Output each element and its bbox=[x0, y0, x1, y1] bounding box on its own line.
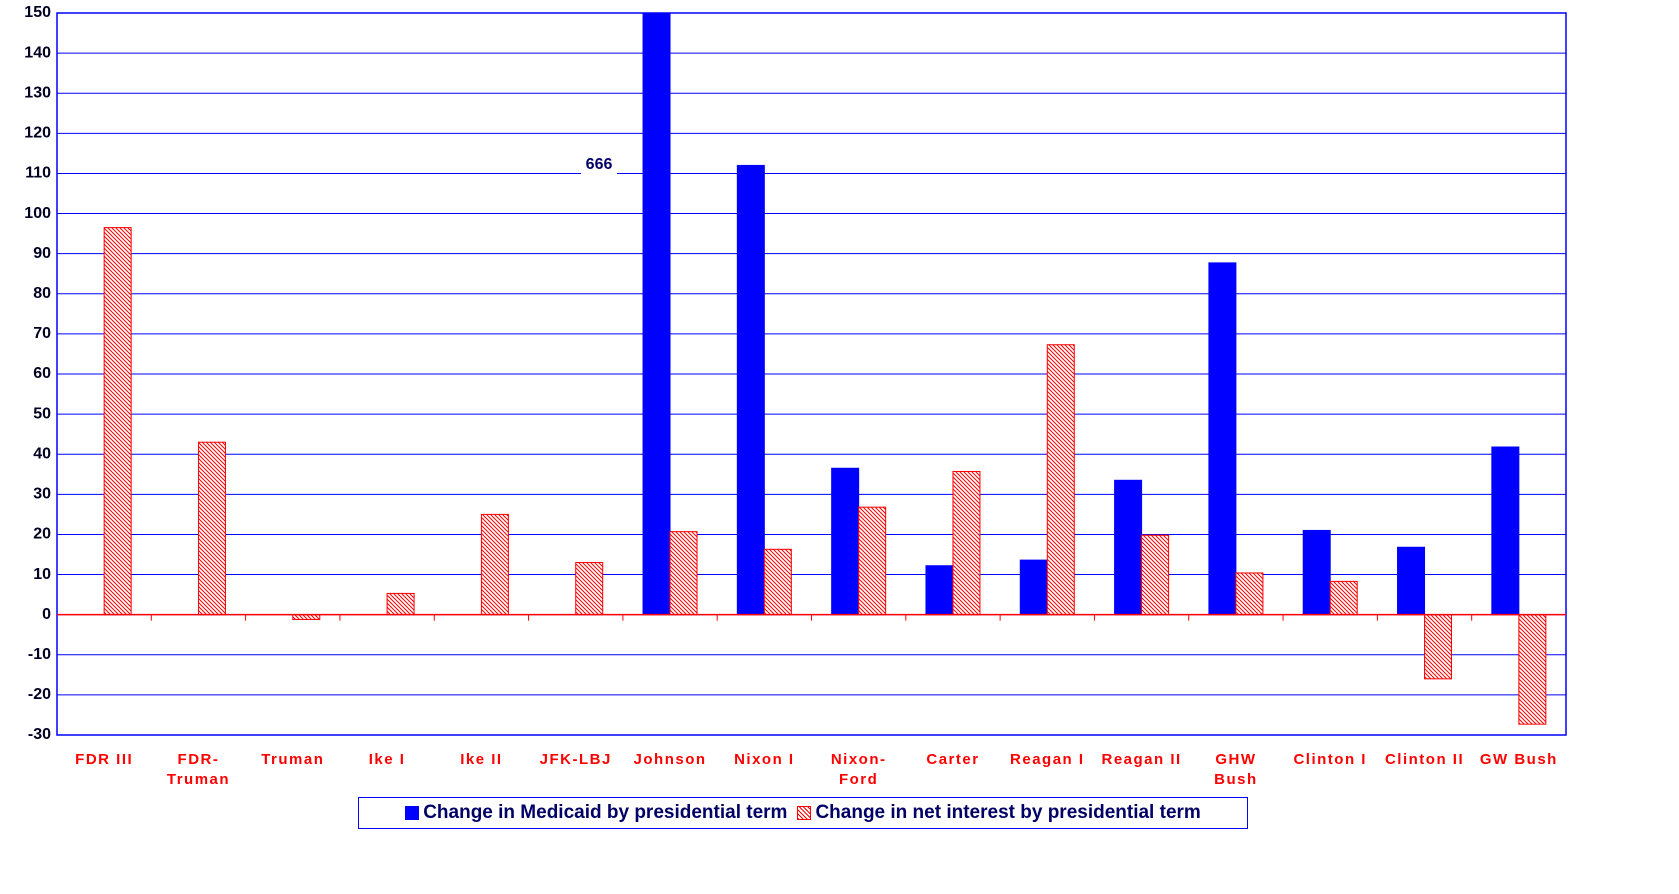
legend-swatch bbox=[405, 806, 420, 820]
x-tick-label: Nixon I bbox=[734, 751, 795, 768]
bar bbox=[480, 513, 509, 616]
x-tick-label: Nixon- Ford bbox=[830, 751, 887, 788]
bar bbox=[1302, 529, 1331, 616]
bar bbox=[1424, 614, 1453, 680]
y-tick-label: 30 bbox=[33, 486, 51, 503]
y-tick-label: 20 bbox=[33, 526, 51, 543]
y-tick-label: 70 bbox=[33, 325, 51, 342]
x-tick-label: Carter bbox=[926, 751, 980, 768]
bar bbox=[1235, 572, 1264, 616]
bar bbox=[1141, 534, 1170, 616]
x-tick-label: Johnson bbox=[633, 751, 707, 768]
y-tick-label: 80 bbox=[33, 285, 51, 302]
legend-entry: Change in net interest by presidential t… bbox=[797, 802, 1201, 824]
x-tick-label: Reagan I bbox=[1010, 751, 1085, 768]
y-tick-label: 100 bbox=[24, 205, 51, 222]
y-tick-label: 0 bbox=[42, 606, 51, 623]
y-tick-label: 150 bbox=[24, 4, 51, 21]
plot-border bbox=[56, 12, 1567, 736]
bar bbox=[1397, 546, 1426, 616]
chart: -30 -20 -10 0 10 20 30 40 50 60 70 80 90 100 110 120 130… bbox=[24, 4, 1567, 743]
x-tick-label: JFK-LBJ bbox=[539, 751, 612, 768]
y-tick-label: 40 bbox=[33, 445, 51, 462]
bar bbox=[1208, 262, 1237, 616]
bar bbox=[925, 565, 954, 616]
bar bbox=[669, 531, 698, 616]
bar bbox=[103, 227, 132, 616]
bar bbox=[736, 164, 765, 616]
y-tick-label: -30 bbox=[28, 726, 51, 743]
bar bbox=[642, 13, 671, 616]
x-tick-label: FDR- Truman bbox=[166, 751, 231, 788]
y-tick-label: 140 bbox=[24, 44, 51, 61]
bar bbox=[1518, 614, 1547, 725]
x-tick-label: FDR III bbox=[75, 751, 134, 768]
y-tick-label: 60 bbox=[33, 365, 51, 382]
x-tick-label: Clinton I bbox=[1293, 751, 1367, 768]
bar bbox=[197, 441, 226, 616]
y-tick-label: 50 bbox=[33, 405, 51, 422]
y-tick-label: 90 bbox=[33, 245, 51, 262]
bars bbox=[103, 13, 1547, 725]
x-tick-label: Ike II bbox=[460, 751, 503, 768]
value-label-bg bbox=[581, 152, 618, 177]
y-tick-label: -20 bbox=[28, 686, 51, 703]
bar bbox=[763, 548, 792, 616]
legend-entry: Change in Medicaid by presidential term bbox=[405, 802, 787, 824]
bar bbox=[386, 592, 415, 616]
bar bbox=[575, 562, 604, 616]
y-tick-label: 10 bbox=[33, 566, 51, 583]
x-tick-label: Truman bbox=[261, 751, 325, 768]
legend: Change in Medicaid by presidential term C… bbox=[358, 797, 1248, 829]
bar bbox=[858, 506, 887, 616]
legend-label: Change in Medicaid by presidential term bbox=[423, 802, 788, 823]
x-tick-label: Clinton II bbox=[1384, 751, 1465, 768]
value-label: 666 bbox=[586, 156, 613, 173]
x-tick-label: Reagan II bbox=[1101, 751, 1182, 768]
x-tick-label: GW Bush bbox=[1479, 751, 1558, 768]
bar bbox=[1329, 580, 1358, 616]
bar bbox=[831, 467, 860, 616]
bar bbox=[1114, 479, 1143, 616]
x-tick-label: Ike I bbox=[368, 751, 406, 768]
y-tick-label: -10 bbox=[28, 646, 51, 663]
y-tick-label: 120 bbox=[24, 125, 51, 142]
bar bbox=[1019, 559, 1048, 616]
y-tick-label: 130 bbox=[24, 84, 51, 101]
legend-swatch bbox=[797, 806, 812, 820]
bar bbox=[1491, 446, 1520, 616]
bar bbox=[1046, 344, 1075, 616]
legend-label: Change in net interest by presidential t… bbox=[815, 802, 1201, 823]
bar bbox=[952, 470, 981, 616]
x-tick-label: GHW Bush bbox=[1214, 751, 1258, 788]
y-tick-label: 110 bbox=[25, 165, 51, 182]
